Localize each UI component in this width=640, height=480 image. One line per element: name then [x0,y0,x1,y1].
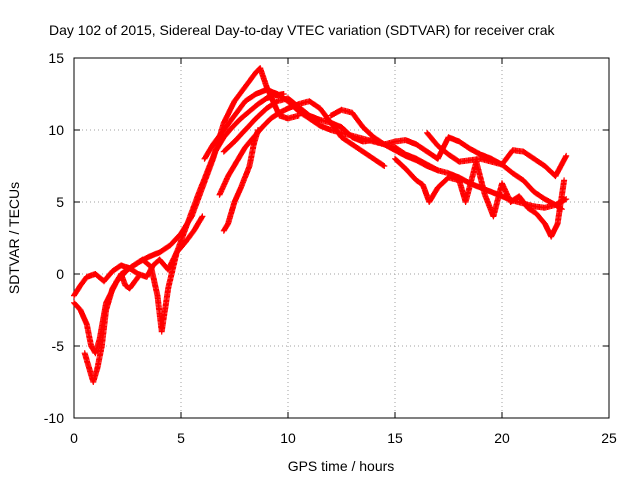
plot-frame [73,57,610,419]
y-axis-label: SDTVAR / TECUs [6,182,22,294]
plus-markers [392,155,568,240]
series-track-7 [392,155,568,240]
series-track-6 [327,106,565,213]
x-tick-label: 15 [387,430,403,446]
y-tick-label: 10 [48,122,64,138]
series-track-11 [220,127,261,234]
y-tick-label: 0 [56,266,64,282]
x-tick-label: 25 [601,430,617,446]
plus-markers [327,106,565,213]
x-axis-label: GPS time / hours [288,458,395,474]
y-tick-label: -5 [52,338,65,354]
plus-markers [220,127,261,234]
plus-markers [118,271,142,292]
series-track-2 [81,91,287,385]
series-track-8 [424,129,570,180]
x-tick-label: 0 [70,430,78,446]
y-tick-label: 5 [56,194,64,210]
chart-title: Day 102 of 2015, Sidereal Day-to-day VTE… [49,22,555,38]
plus-markers [424,129,570,180]
x-tick-label: 10 [280,430,296,446]
plus-markers [216,98,388,198]
y-tick-label: 15 [48,50,64,66]
x-tick-label: 20 [494,430,510,446]
data-markers [71,65,570,385]
series-track-4 [216,98,388,198]
plus-markers [81,91,287,385]
x-tick-label: 5 [177,430,185,446]
axis-ticks: 0 5 10 15 20 25 -10 -5 0 5 10 15 [44,50,617,446]
series-track-10 [118,271,142,292]
y-tick-label: -10 [44,410,64,426]
